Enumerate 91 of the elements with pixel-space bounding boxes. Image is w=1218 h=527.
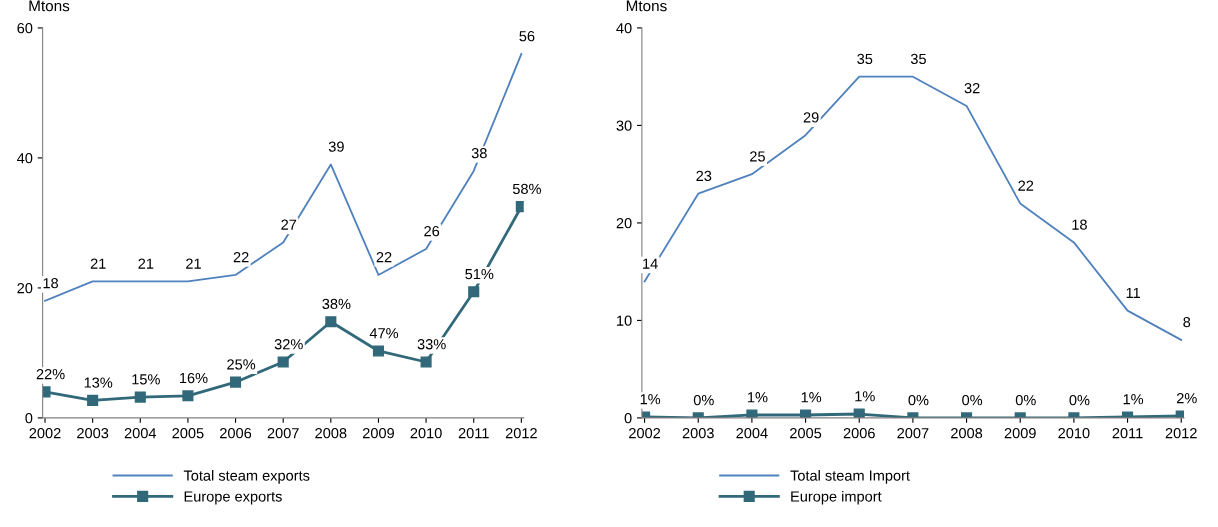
x-tick-label: 2007: [267, 428, 299, 439]
point: [420, 356, 432, 368]
y-tick-label: 0: [25, 413, 33, 424]
annotation: 38%: [322, 298, 351, 310]
annotation: 1%: [748, 392, 768, 403]
x-tick-label: 2012: [505, 428, 537, 439]
data-label: 35: [910, 53, 926, 65]
x-tick-label: 2008: [951, 428, 983, 439]
data-label: 22: [233, 251, 249, 263]
y-tick-label: 40: [17, 153, 33, 164]
point: [182, 390, 194, 402]
x-tick-label: 2011: [458, 428, 489, 439]
annotation: 1%: [1123, 394, 1144, 405]
y-axis-title: Mtons: [29, 0, 70, 12]
annotation: 15%: [132, 374, 160, 385]
y-axis-title: Mtons: [626, 0, 667, 12]
x-tick-label: 2004: [124, 428, 157, 439]
data-label: 18: [1072, 219, 1087, 230]
x-tick-label: 2005: [790, 428, 822, 439]
data-label: 18: [43, 277, 59, 289]
data-label: 11: [1126, 287, 1140, 298]
y-tick-label: 20: [17, 283, 33, 294]
point: [372, 345, 385, 357]
data-label: 22: [1018, 180, 1034, 191]
annotation: 0%: [1069, 394, 1090, 406]
annotation: 33%: [417, 339, 446, 350]
x-tick-label: 2002: [629, 428, 661, 439]
data-label: 22: [376, 251, 392, 263]
x-tick-label: 2010: [410, 428, 442, 439]
data-label: 56: [519, 31, 535, 42]
legend-label: Total steam exports: [183, 470, 310, 484]
annotation: 58%: [512, 183, 541, 195]
y-tick-label: 20: [616, 218, 632, 229]
data-label: 32: [964, 83, 980, 94]
point: [277, 356, 289, 368]
x-tick-label: 2002: [29, 428, 61, 439]
y-tick-label: 10: [617, 315, 632, 326]
data-label: 21: [138, 258, 154, 269]
x-tick-label: 2007: [897, 428, 929, 439]
data-label: 39: [328, 141, 344, 152]
annotation: 16%: [179, 372, 208, 384]
data-label: 8: [1183, 316, 1191, 328]
point: [229, 376, 242, 388]
annotation: 0%: [1015, 394, 1036, 406]
annotation: 1%: [640, 394, 661, 405]
annotation: 0%: [962, 394, 983, 406]
x-tick-label: 2008: [315, 428, 347, 439]
point: [468, 286, 480, 298]
x-tick-label: 2012: [1165, 428, 1197, 439]
annotation: 0%: [908, 394, 929, 406]
x-tick-label: 2005: [172, 428, 204, 439]
data-label: 27: [281, 219, 297, 230]
data-label: 14: [643, 258, 658, 269]
annotation: 22%: [36, 368, 65, 380]
legend-label: Total steam Import: [790, 470, 910, 484]
y-tick-label: 30: [616, 120, 632, 131]
y-tick-label: 0: [624, 413, 632, 424]
data-label: 29: [803, 112, 819, 123]
data-label: 23: [696, 170, 712, 182]
data-label: 26: [424, 225, 440, 237]
annotation: 13%: [84, 377, 113, 388]
x-tick-label: 2004: [736, 428, 768, 439]
data-label: 21: [90, 258, 106, 269]
line-series: [643, 75, 1183, 341]
annotation: 2%: [1176, 393, 1197, 404]
x-tick-label: 2009: [1004, 428, 1036, 439]
x-tick-label: 2010: [1058, 428, 1090, 439]
annotation: 32%: [274, 339, 303, 350]
x-tick-label: 2003: [682, 428, 714, 439]
annotation: 25%: [227, 359, 256, 370]
y-tick-label: 60: [17, 23, 33, 34]
x-tick-label: 2003: [77, 428, 109, 439]
annotation: 0%: [693, 394, 714, 406]
x-tick-label: 2006: [843, 428, 875, 439]
point: [134, 391, 146, 403]
annotation: 1%: [855, 391, 875, 402]
data-label: 21: [186, 258, 201, 269]
annotation: 51%: [465, 268, 494, 280]
x-tick-label: 2011: [1112, 428, 1143, 439]
point: [87, 394, 99, 406]
y-tick-label: 40: [616, 23, 632, 34]
data-label: 25: [750, 151, 765, 162]
annotation: 1%: [801, 392, 822, 403]
legend-label: Europe import: [791, 490, 882, 505]
point: [325, 316, 337, 328]
x-tick-label: 2009: [362, 428, 394, 439]
annotation: 47%: [369, 328, 399, 339]
legend-label: Europe exports: [184, 491, 282, 505]
data-label: 35: [857, 53, 873, 65]
data-label: 38: [471, 147, 487, 159]
x-tick-label: 2006: [220, 428, 252, 439]
